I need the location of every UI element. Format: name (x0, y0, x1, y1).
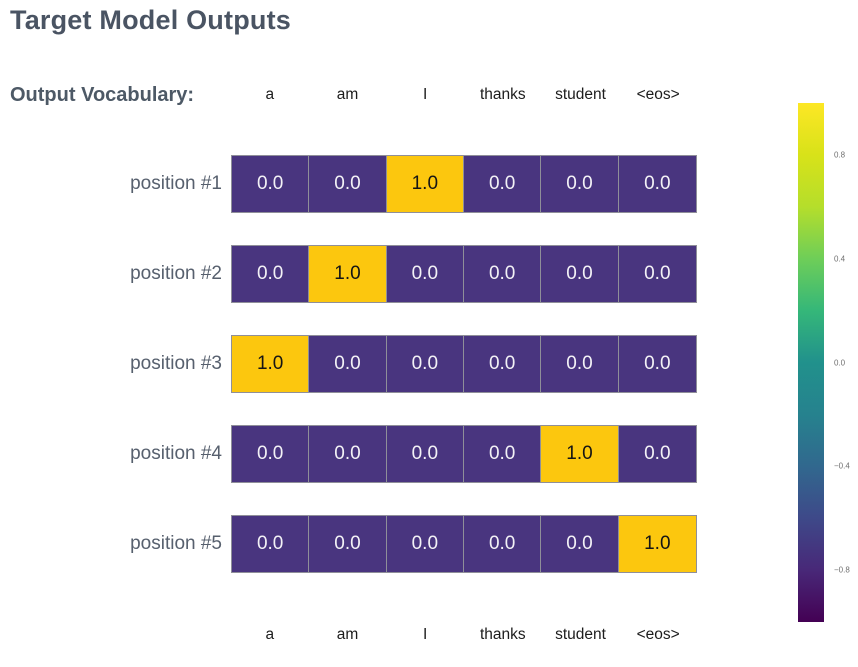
vocab-column-label: am (336, 86, 359, 103)
heatmap-cell: 0.0 (541, 246, 619, 302)
row-label-position-1: position #1 (130, 173, 222, 194)
heatmap-cell: 0.0 (464, 516, 542, 572)
heatmap-cell: 0.0 (541, 336, 619, 392)
page-title: Target Model Outputs (10, 5, 291, 35)
output-vocabulary-label: Output Vocabulary: (10, 84, 195, 106)
vocab-column-label: thanks (479, 626, 526, 643)
heatmap-cell: 1.0 (309, 246, 387, 302)
vocabulary-header-row: a am I thanks student <eos> (231, 84, 697, 106)
vocab-column-label: a (265, 626, 275, 643)
heatmap-cell: 0.0 (464, 336, 542, 392)
colorbar-tick-label: 0.4 (834, 254, 846, 264)
heatmap-cell: 0.0 (464, 426, 542, 482)
colorbar-tick-label: −0.8 (834, 565, 850, 575)
heatmap-cell: 0.0 (386, 426, 464, 482)
vocab-column-label: <eos> (636, 626, 680, 643)
vocab-column-label: <eos> (636, 86, 680, 103)
heatmap-cell: 0.0 (464, 156, 542, 212)
row-label-position-3: position #3 (130, 353, 222, 374)
heatmap-cell: 0.0 (309, 516, 387, 572)
heatmap-row: 0.0 0.0 0.0 0.0 1.0 0.0 (231, 425, 697, 483)
heatmap-cell: 1.0 (386, 156, 464, 212)
heatmap-cell: 1.0 (541, 426, 619, 482)
heatmap-row: 0.0 0.0 1.0 0.0 0.0 0.0 (231, 155, 697, 213)
heatmap-row: 1.0 0.0 0.0 0.0 0.0 0.0 (231, 335, 697, 393)
heatmap-cell: 0.0 (309, 426, 387, 482)
heatmap-cell: 0.0 (464, 246, 542, 302)
vocabulary-footer-row: a am I thanks student <eos> (231, 624, 697, 646)
heatmap-cell: 0.0 (618, 156, 696, 212)
heatmap-cell: 0.0 (232, 516, 310, 572)
row-label-position-5: position #5 (130, 533, 222, 554)
heatmap-cell: 1.0 (232, 336, 310, 392)
heatmap-cell: 0.0 (309, 156, 387, 212)
heatmap-cell: 0.0 (232, 156, 310, 212)
heatmap-cell: 0.0 (232, 426, 310, 482)
vocab-column-label: I (423, 626, 428, 643)
vocab-column-label: I (423, 86, 428, 103)
vocab-column-label: am (336, 626, 359, 643)
heatmap-cell: 0.0 (386, 336, 464, 392)
colorbar-tick-labels: 0.8 0.4 0.0 −0.4 −0.8 (830, 103, 858, 622)
heatmap-cell: 0.0 (232, 246, 310, 302)
vocab-column-label: student (555, 626, 606, 643)
heatmap-cell: 0.0 (618, 336, 696, 392)
heatmap-cell: 0.0 (309, 336, 387, 392)
vocab-column-label: student (555, 86, 606, 103)
heatmap-row: 0.0 1.0 0.0 0.0 0.0 0.0 (231, 245, 697, 303)
heatmap-cell: 0.0 (386, 246, 464, 302)
vocab-column-label: a (265, 86, 275, 103)
row-label-position-2: position #2 (130, 263, 222, 284)
heatmap-cell: 0.0 (541, 516, 619, 572)
colorbar-tick-label: 0.0 (834, 358, 846, 367)
row-label-position-4: position #4 (130, 443, 222, 464)
heatmap-cell: 0.0 (541, 156, 619, 212)
colorbar-gradient (798, 103, 824, 622)
heatmap-cell: 0.0 (618, 246, 696, 302)
heatmap-cell: 1.0 (618, 516, 696, 572)
heatmap-row: 0.0 0.0 0.0 0.0 0.0 1.0 (231, 515, 697, 573)
heatmap-cell: 0.0 (618, 426, 696, 482)
vocab-column-label: thanks (479, 86, 526, 103)
heatmap-cell: 0.0 (386, 516, 464, 572)
colorbar-tick-label: −0.4 (834, 461, 850, 471)
colorbar-tick-label: 0.8 (834, 150, 846, 160)
